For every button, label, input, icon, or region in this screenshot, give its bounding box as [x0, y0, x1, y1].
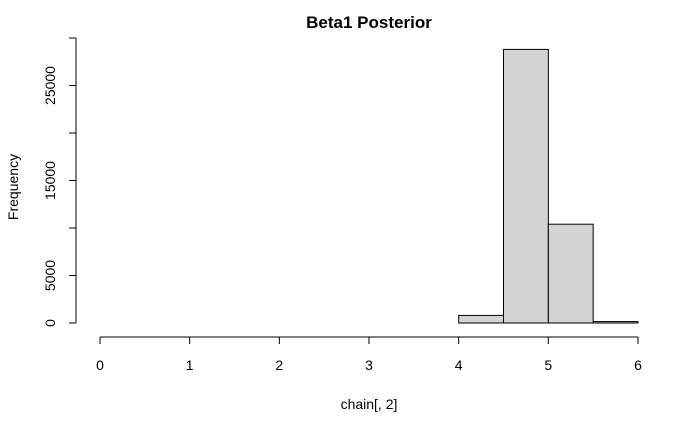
x-tick-label: 1: [186, 357, 194, 373]
histogram-bar: [458, 314, 504, 324]
histogram-bar: [503, 48, 549, 324]
x-tick-label: 5: [544, 357, 552, 373]
chart-title: Beta1 Posterior: [306, 13, 432, 32]
y-axis-label: Frequency: [5, 154, 21, 220]
x-axis-label: chain[, 2]: [341, 396, 398, 412]
x-axis: 0 1 2 3 4 5 6: [96, 336, 642, 373]
y-axis: 0 5000 15000 25000: [42, 37, 77, 327]
x-tick-label: 2: [275, 357, 283, 373]
histogram-bar: [547, 223, 594, 324]
x-tick-label: 0: [96, 357, 104, 373]
y-tick-label: 15000: [42, 161, 58, 200]
y-tick-label: 5000: [42, 260, 58, 291]
y-tick-label: 0: [42, 319, 58, 327]
y-tick-label: 25000: [42, 66, 58, 105]
histogram-bar: [592, 321, 639, 324]
x-tick-label: 6: [634, 357, 642, 373]
bars-group: [458, 48, 639, 324]
x-tick-label: 3: [365, 357, 373, 373]
x-tick-label: 4: [455, 357, 463, 373]
